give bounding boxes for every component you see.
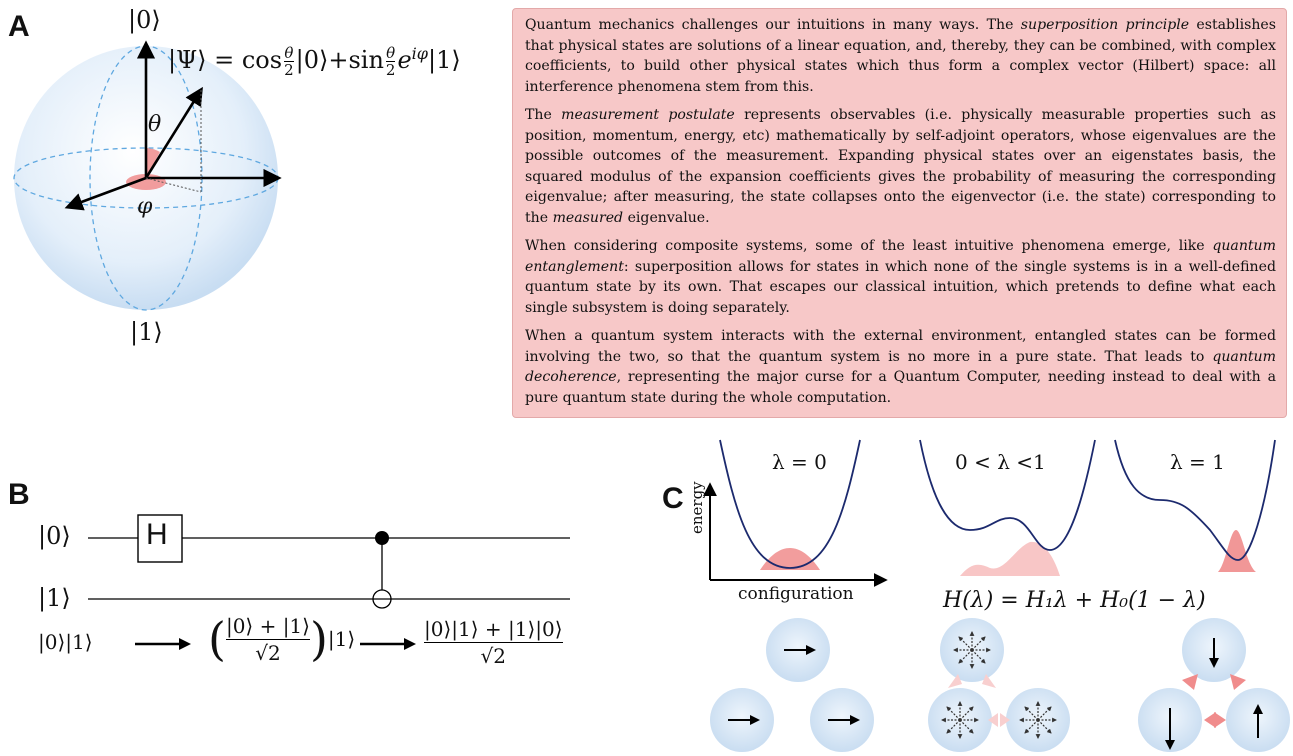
x-axis	[64, 176, 147, 211]
panel-b-letter: B	[8, 478, 30, 511]
circuit-ket0: |0⟩	[38, 522, 71, 550]
lambda-label-mid: 0 < λ <1	[955, 450, 1046, 474]
phi-label: φ	[137, 194, 153, 219]
panel-a-letter: A	[8, 10, 30, 43]
arrow-1	[135, 638, 191, 650]
quantum-circuit	[88, 514, 570, 609]
configuration-axis-label: configuration	[738, 584, 854, 604]
cnot-control-dot	[375, 531, 389, 545]
hadamard-label: H	[146, 518, 168, 551]
text-box: Quantum mechanics challenges our intuiti…	[512, 8, 1287, 418]
energy-axis-label: energy	[688, 481, 706, 534]
projection-base	[145, 177, 202, 193]
theta-label: θ	[148, 112, 162, 137]
para-superposition: Quantum mechanics challenges our intuiti…	[525, 17, 1276, 95]
bloch-ket0: |0⟩	[128, 6, 161, 34]
para-measurement: The measurement postulate represents obs…	[525, 107, 1276, 226]
spin-clusters	[710, 618, 1290, 752]
state-equation: |Ψ⟩ = cos θ 2 |0⟩+sin θ 2 eiφ|1⟩	[168, 44, 461, 79]
superposition-star	[941, 701, 979, 739]
wavepacket-1	[1218, 530, 1256, 572]
potential-curve-0	[719, 439, 861, 569]
hadamard-gate	[137, 514, 183, 563]
final-state: |0⟩|1⟩ + |1⟩|0⟩ √2	[424, 617, 563, 668]
wavepacket-0	[760, 548, 820, 570]
lambda-label-1: λ = 1	[1170, 450, 1225, 474]
bloch-sphere	[13, 40, 282, 311]
bloch-ket1: |1⟩	[130, 318, 163, 346]
superposition-star	[953, 631, 991, 669]
para-entanglement: When considering composite systems, some…	[525, 238, 1276, 316]
coupling-arrows	[1182, 674, 1246, 728]
state-vector	[144, 86, 203, 179]
wavepacket-mid	[960, 541, 1060, 576]
potential-curve-1	[1114, 439, 1276, 561]
hamiltonian-label: H(λ) = H₁λ + H₀(1 − λ)	[943, 588, 1206, 613]
panel-c-letter: C	[662, 482, 684, 515]
arrow-2	[360, 638, 416, 650]
potential-curve-mid	[919, 439, 1096, 551]
energy-landscapes	[703, 439, 1276, 587]
coupling-arrows-faint	[948, 674, 1010, 727]
mid-state: (|0⟩ + |1⟩ √2)|1⟩	[208, 612, 356, 666]
lambda-label-0: λ = 0	[772, 450, 827, 474]
circuit-ket1: |1⟩	[38, 584, 71, 612]
initial-state: |0⟩|1⟩	[38, 630, 93, 654]
para-decoherence: When a quantum system interacts with the…	[525, 328, 1276, 406]
superposition-star	[1019, 701, 1057, 739]
